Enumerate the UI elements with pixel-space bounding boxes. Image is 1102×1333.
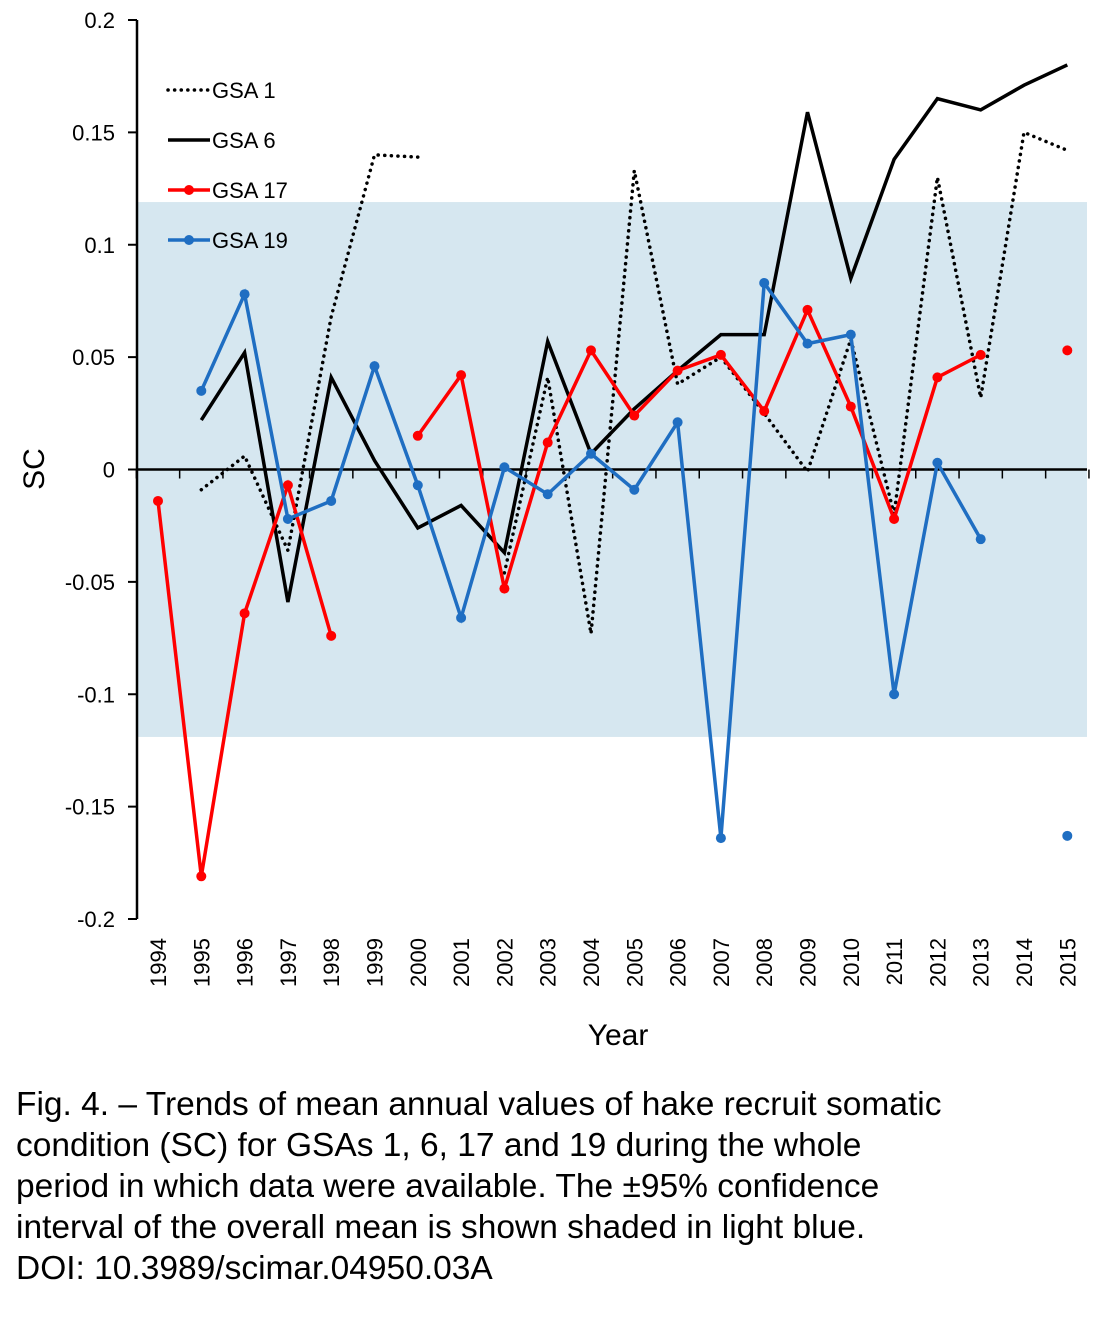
series-gsa-17-point bbox=[499, 583, 510, 594]
series-gsa-17-point bbox=[845, 401, 856, 412]
x-tick-label: 2004 bbox=[579, 938, 604, 987]
caption-line: DOI: 10.3989/scimar.04950.03A bbox=[16, 1250, 493, 1287]
y-tick-label: -0.15 bbox=[65, 795, 115, 820]
series-gsa-17-point bbox=[672, 365, 683, 376]
legend-item: GSA 6 bbox=[168, 128, 276, 153]
x-tick-label: 2001 bbox=[449, 938, 474, 987]
legend-marker bbox=[184, 235, 194, 245]
y-axis-label: SC bbox=[18, 448, 51, 490]
legend-marker bbox=[184, 185, 194, 195]
series-gsa-17-point bbox=[932, 372, 943, 383]
series-gsa-17-point bbox=[975, 349, 986, 360]
series-gsa-19-point bbox=[889, 689, 900, 700]
series-gsa-19-point bbox=[845, 329, 856, 340]
series-gsa-19-point bbox=[499, 462, 510, 473]
series-gsa-19-point bbox=[715, 833, 726, 844]
caption-line: period in which data were available. The… bbox=[16, 1168, 880, 1205]
series-gsa-19-point bbox=[1062, 830, 1073, 841]
legend-item: GSA 17 bbox=[168, 178, 288, 203]
x-tick-label: 1995 bbox=[189, 938, 214, 987]
x-axis-label: Year bbox=[588, 1019, 649, 1052]
y-tick-label: 0.1 bbox=[84, 233, 115, 258]
series-gsa-19-point bbox=[672, 417, 683, 428]
series-gsa-19-point bbox=[412, 480, 423, 491]
series-gsa-17-point bbox=[196, 871, 207, 882]
x-tick-label: 2012 bbox=[925, 938, 950, 987]
series-gsa-19-point bbox=[239, 289, 250, 300]
x-tick-label: 2010 bbox=[839, 938, 864, 987]
x-tick-label: 1998 bbox=[319, 938, 344, 987]
series-gsa-6-line bbox=[199, 63, 1069, 603]
series-gsa-17 bbox=[153, 304, 1073, 882]
x-tick-label: 2002 bbox=[492, 938, 517, 987]
legend-item: GSA 1 bbox=[166, 78, 276, 103]
x-tick-label: 2011 bbox=[882, 938, 907, 985]
x-tick-label: 2007 bbox=[709, 938, 734, 987]
series-gsa-19-point bbox=[932, 457, 943, 468]
series-gsa-17-point bbox=[239, 608, 250, 619]
x-tick-label: 2005 bbox=[622, 938, 647, 987]
series-gsa-17-point bbox=[153, 495, 163, 506]
x-tick-label: 2003 bbox=[536, 938, 561, 987]
series-gsa-19 bbox=[196, 277, 1073, 844]
y-tick-label: 0.05 bbox=[72, 345, 115, 370]
series-gsa-19-point bbox=[456, 612, 467, 623]
series-gsa-1-line bbox=[502, 129, 1070, 634]
series-gsa-1 bbox=[199, 129, 1070, 634]
x-tick-label: 2006 bbox=[666, 938, 691, 987]
series-gsa-1-line bbox=[199, 153, 420, 557]
series-gsa-17-point bbox=[456, 370, 467, 381]
x-tick-label: 1999 bbox=[363, 938, 388, 987]
series-gsa-17-point bbox=[802, 304, 813, 315]
series-gsa-19-point bbox=[369, 361, 380, 372]
series-gsa-19-point bbox=[586, 448, 596, 459]
legend-label: GSA 6 bbox=[212, 128, 276, 153]
x-tick-label: 2013 bbox=[969, 938, 994, 987]
series-gsa-19-point bbox=[975, 534, 986, 545]
y-tick-label: -0.1 bbox=[77, 682, 115, 707]
x-tick-label: 2014 bbox=[1012, 938, 1037, 987]
x-tick-label: 1996 bbox=[233, 938, 258, 987]
legend-label: GSA 1 bbox=[212, 78, 276, 103]
series-gsa-17-point bbox=[326, 630, 337, 641]
y-tick-label: -0.2 bbox=[77, 907, 115, 932]
x-tick-label: 1997 bbox=[276, 938, 301, 987]
caption-line: interval of the overall mean is shown sh… bbox=[16, 1209, 866, 1246]
series-gsa-17-point bbox=[282, 480, 293, 491]
series-gsa-19-point bbox=[629, 484, 640, 495]
legend-label: GSA 19 bbox=[212, 228, 288, 253]
y-tick-label: 0.15 bbox=[72, 120, 115, 145]
sc-trend-chart: 0.2 0.15 0.1 0.05 0 -0.05 -0.1 -0.15 -0.2 1994 199… bbox=[18, 8, 1090, 1052]
series-gsa-6 bbox=[199, 63, 1069, 603]
series-gsa-19-point bbox=[802, 338, 813, 349]
x-tick-label: 2015 bbox=[1055, 938, 1080, 987]
series-gsa-17-point bbox=[412, 430, 423, 441]
series-gsa-19-point bbox=[326, 495, 337, 506]
x-tick-label: 2000 bbox=[406, 938, 431, 987]
legend-label: GSA 17 bbox=[212, 178, 288, 203]
series-gsa-19-point bbox=[282, 513, 293, 524]
x-tick-label: 2009 bbox=[796, 938, 821, 987]
caption-line: condition (SC) for GSAs 1, 6, 17 and 19 … bbox=[16, 1127, 862, 1164]
y-tick-label: 0 bbox=[103, 458, 115, 483]
x-tick-label: 1994 bbox=[146, 938, 171, 987]
figure-caption: Fig. 4. – Trends of mean annual values o… bbox=[16, 1084, 1096, 1289]
series-gsa-17-line bbox=[416, 305, 982, 590]
series-gsa-19-point bbox=[542, 489, 553, 500]
series-gsa-17-point bbox=[889, 513, 900, 524]
y-tick-label: -0.05 bbox=[65, 570, 115, 595]
series-gsa-17-point bbox=[542, 437, 553, 448]
legend-item: GSA 19 bbox=[168, 228, 288, 253]
x-tick-label: 2008 bbox=[752, 938, 777, 987]
series-gsa-17-point bbox=[586, 345, 596, 356]
caption-line: Fig. 4. – Trends of mean annual values o… bbox=[16, 1086, 942, 1123]
series-gsa-19-point bbox=[759, 277, 770, 288]
series-gsa-19-point bbox=[196, 385, 207, 396]
series-gsa-17-point bbox=[715, 349, 726, 360]
series-gsa-17-point bbox=[759, 406, 770, 417]
series-gsa-17-point bbox=[1062, 345, 1073, 356]
y-tick-label: 0.2 bbox=[84, 8, 115, 33]
series-gsa-17-point bbox=[629, 410, 640, 421]
